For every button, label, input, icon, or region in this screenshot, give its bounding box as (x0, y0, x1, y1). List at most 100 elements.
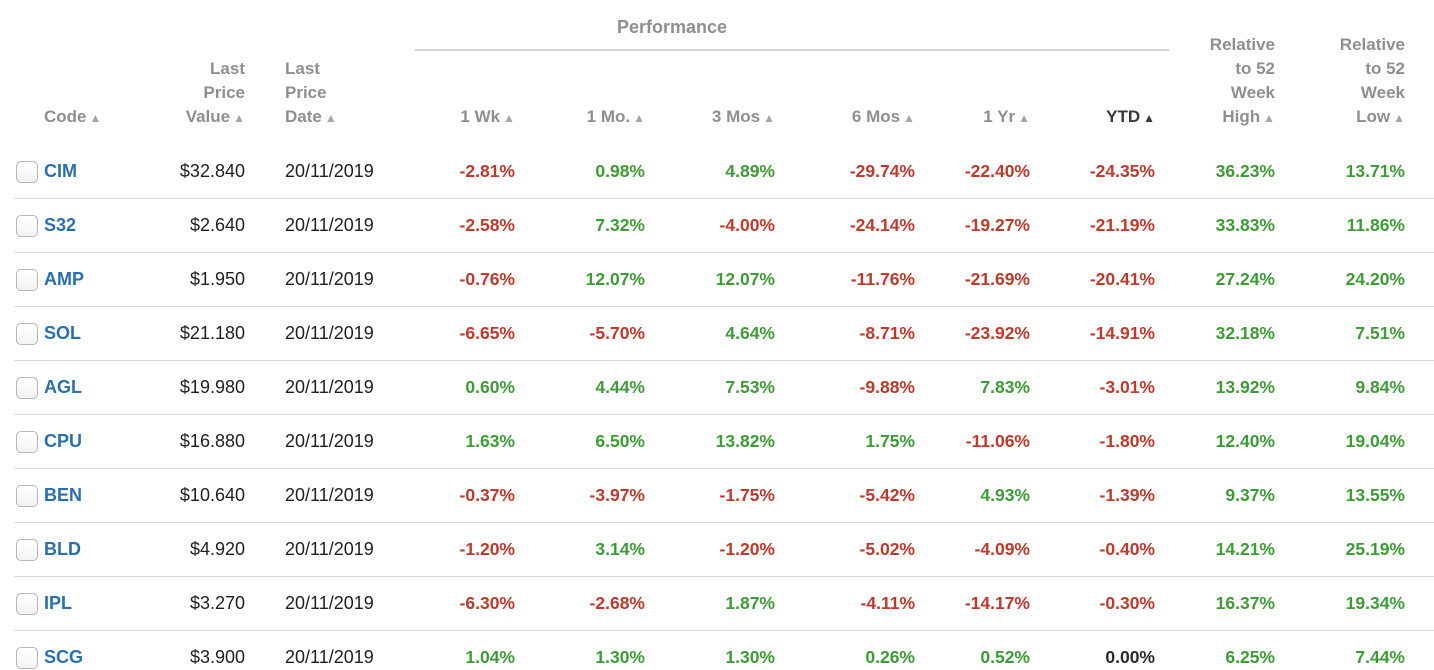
perf-1wk-cell: -0.37% (405, 468, 515, 523)
perf-1yr-cell: -21.69% (915, 252, 1030, 307)
last-price-date-cell: 20/11/2019 (245, 630, 405, 670)
col-header-3mos[interactable]: 3 Mos ▲ (645, 0, 775, 145)
col-header-rel-52wk-high[interactable]: Relative to 52 Week High ▲ (1155, 0, 1275, 145)
perf-1mo-cell: -5.70% (515, 306, 645, 361)
code-cell: S32 (44, 198, 120, 253)
rel-52wk-low-cell: 9.84% (1275, 360, 1405, 415)
col-header-1mo-label: 1 Mo. (586, 107, 631, 126)
table-body: CIM $32.840 20/11/2019 -2.81% 0.98% 4.89… (14, 145, 1434, 670)
perf-6mos-cell: 1.75% (775, 414, 915, 469)
col-header-1wk-label: 1 Wk (460, 107, 501, 126)
perf-6mos-cell: 0.26% (775, 630, 915, 670)
row-checkbox[interactable] (16, 268, 38, 291)
col-header-code-label: Code (44, 107, 87, 126)
sort-arrow-icon: ▲ (1263, 111, 1275, 125)
code-cell: IPL (44, 576, 120, 631)
row-checkbox[interactable] (16, 376, 38, 399)
stock-code-link[interactable]: IPL (44, 593, 73, 613)
perf-3mos-cell: -1.20% (645, 522, 775, 577)
perf-6mos-cell: -4.11% (775, 576, 915, 631)
last-price-value-cell: $16.880 (120, 414, 245, 469)
checkbox-cell (14, 468, 44, 523)
table-row: AMP $1.950 20/11/2019 -0.76% 12.07% 12.0… (14, 252, 1434, 307)
row-checkbox[interactable] (16, 430, 38, 453)
last-price-date-cell: 20/11/2019 (245, 468, 405, 523)
col-header-last-price-value[interactable]: Last Price Value ▲ (120, 0, 245, 145)
perf-3mos-cell: 13.82% (645, 414, 775, 469)
table-row: CIM $32.840 20/11/2019 -2.81% 0.98% 4.89… (14, 145, 1434, 199)
perf-3mos-cell: 1.30% (645, 630, 775, 670)
rel-52wk-high-cell: 13.92% (1155, 360, 1275, 415)
perf-3mos-cell: 1.87% (645, 576, 775, 631)
col-header-date-label: Last Price Date (285, 59, 327, 126)
perf-1mo-cell: 4.44% (515, 360, 645, 415)
sort-arrow-icon: ▲ (324, 111, 337, 125)
rel-52wk-high-cell: 16.37% (1155, 576, 1275, 631)
perf-1yr-cell: -4.09% (915, 522, 1030, 577)
col-header-1wk[interactable]: 1 Wk ▲ (405, 0, 515, 145)
rel-52wk-high-cell: 9.37% (1155, 468, 1275, 523)
row-checkbox[interactable] (16, 322, 38, 345)
stock-code-link[interactable]: CPU (44, 431, 83, 451)
row-checkbox[interactable] (16, 214, 38, 237)
col-header-code[interactable]: Code ▲ (44, 0, 120, 145)
rel-52wk-low-cell: 7.44% (1275, 630, 1405, 670)
rel-52wk-low-cell: 25.19% (1275, 522, 1405, 577)
perf-1wk-cell: -2.81% (405, 145, 515, 199)
row-checkbox[interactable] (16, 646, 38, 669)
stock-code-link[interactable]: BEN (44, 485, 83, 505)
spacer-column (1405, 0, 1434, 145)
last-price-date-cell: 20/11/2019 (245, 198, 405, 253)
rel-52wk-high-cell: 32.18% (1155, 306, 1275, 361)
row-checkbox[interactable] (16, 592, 38, 615)
rel-52wk-high-cell: 14.21% (1155, 522, 1275, 577)
perf-6mos-cell: -8.71% (775, 306, 915, 361)
stock-code-link[interactable]: SOL (44, 323, 82, 343)
perf-1wk-cell: 1.04% (405, 630, 515, 670)
perf-1wk-cell: -1.20% (405, 522, 515, 577)
col-header-ytd-label: YTD (1106, 107, 1141, 126)
spacer-cell (1405, 576, 1434, 631)
rel-52wk-low-cell: 13.71% (1275, 145, 1405, 199)
stock-code-link[interactable]: AGL (44, 377, 82, 397)
stock-code-link[interactable]: BLD (44, 539, 81, 559)
stock-code-link[interactable]: SCG (44, 647, 84, 667)
perf-ytd-cell: -1.80% (1030, 414, 1155, 469)
col-header-ytd[interactable]: YTD ▲ (1030, 0, 1155, 145)
row-checkbox[interactable] (16, 484, 38, 507)
last-price-date-cell: 20/11/2019 (245, 576, 405, 631)
checkbox-cell (14, 145, 44, 199)
perf-1wk-cell: -0.76% (405, 252, 515, 307)
row-checkbox[interactable] (16, 538, 38, 561)
perf-1wk-cell: 1.63% (405, 414, 515, 469)
performance-group-underline (415, 49, 1169, 51)
table-row: S32 $2.640 20/11/2019 -2.58% 7.32% -4.00… (14, 198, 1434, 253)
checkbox-cell (14, 252, 44, 307)
perf-3mos-cell: 4.89% (645, 145, 775, 199)
perf-1wk-cell: -6.30% (405, 576, 515, 631)
col-header-6mos-label: 6 Mos (851, 107, 901, 126)
col-header-1yr[interactable]: 1 Yr ▲ (915, 0, 1030, 145)
last-price-date-cell: 20/11/2019 (245, 414, 405, 469)
rel-52wk-low-cell: 24.20% (1275, 252, 1405, 307)
rel-52wk-high-cell: 33.83% (1155, 198, 1275, 253)
col-header-1mo[interactable]: 1 Mo. ▲ (515, 0, 645, 145)
perf-1mo-cell: 0.98% (515, 145, 645, 199)
spacer-cell (1405, 630, 1434, 670)
col-header-6mos[interactable]: 6 Mos ▲ (775, 0, 915, 145)
spacer-cell (1405, 306, 1434, 361)
checkbox-cell (14, 360, 44, 415)
sort-arrow-icon: ▲ (633, 111, 645, 125)
stock-code-link[interactable]: S32 (44, 215, 77, 235)
perf-ytd-cell: -20.41% (1030, 252, 1155, 307)
stock-code-link[interactable]: AMP (44, 269, 84, 289)
sort-arrow-icon: ▲ (89, 111, 102, 125)
rel-52wk-low-cell: 19.34% (1275, 576, 1405, 631)
stock-code-link[interactable]: CIM (44, 161, 77, 181)
perf-1yr-cell: -14.17% (915, 576, 1030, 631)
row-checkbox[interactable] (16, 160, 38, 183)
col-header-rel-52wk-low[interactable]: Relative to 52 Week Low ▲ (1275, 0, 1405, 145)
perf-1yr-cell: -11.06% (915, 414, 1030, 469)
rel-52wk-low-cell: 13.55% (1275, 468, 1405, 523)
col-header-last-price-date[interactable]: Last Price Date ▲ (245, 0, 405, 145)
